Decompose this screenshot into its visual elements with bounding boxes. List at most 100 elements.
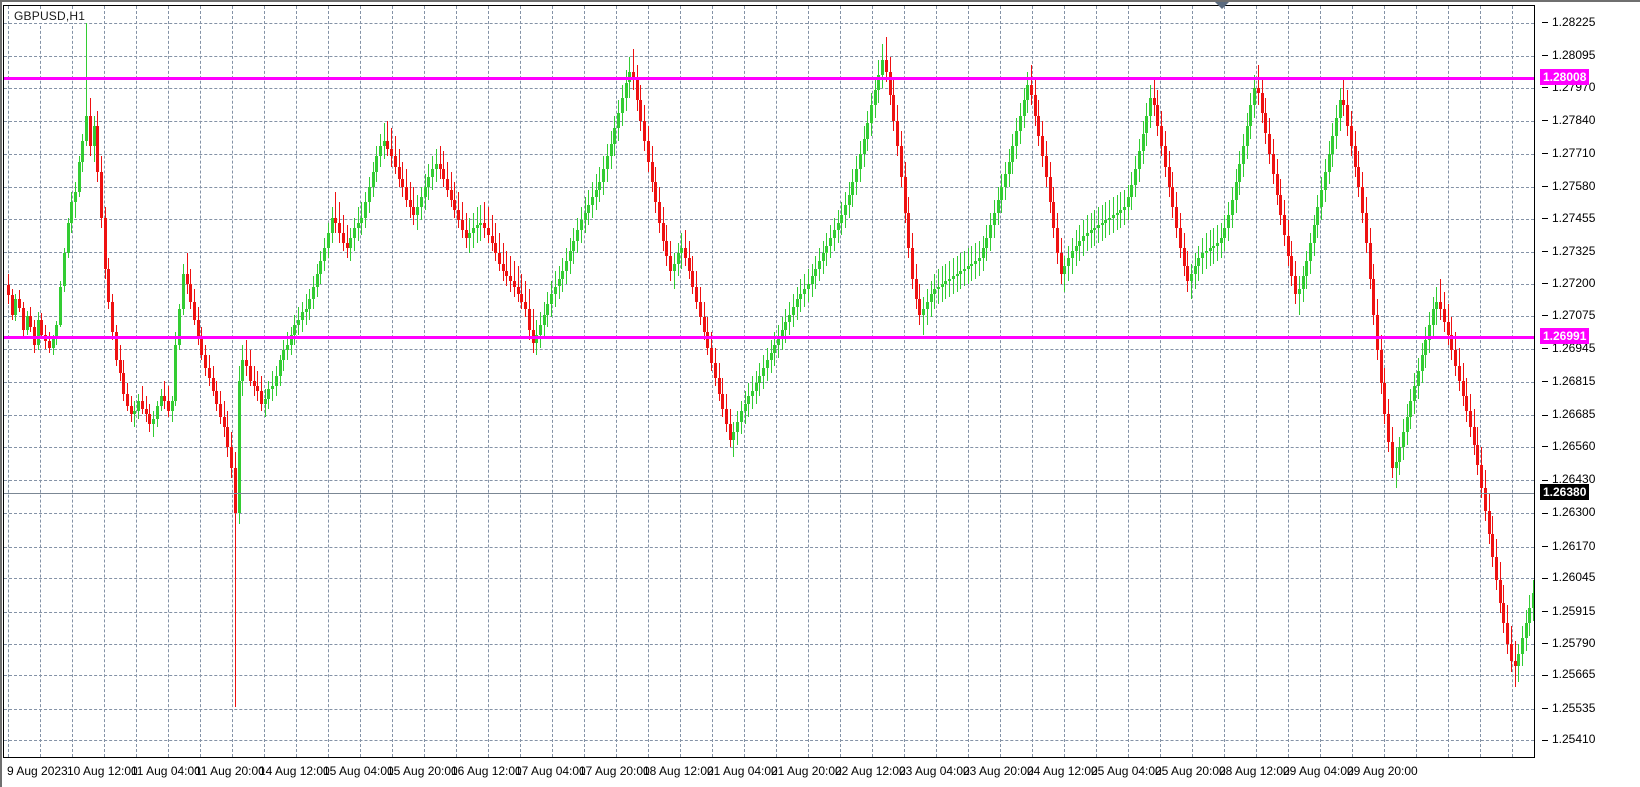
- candle-body: [371, 171, 375, 188]
- candle-body: [25, 315, 29, 330]
- candle-body: [1465, 396, 1469, 412]
- candle-body: [829, 238, 833, 246]
- candle-body: [836, 222, 840, 231]
- candle-wick: [978, 240, 980, 277]
- candle-body: [1223, 227, 1227, 239]
- candle-body: [918, 299, 922, 315]
- candle-wick: [394, 136, 396, 175]
- candle-body: [1335, 118, 1339, 137]
- candle-body: [248, 365, 252, 381]
- chart-plot-area[interactable]: GBPUSD,H1: [3, 5, 1535, 758]
- candle-body: [620, 97, 624, 114]
- candle-wick: [1257, 64, 1259, 106]
- candle-body: [1104, 220, 1108, 223]
- candle-wick: [339, 202, 341, 244]
- time-tick-label: 15 Aug 04:00: [323, 764, 394, 778]
- candle-body: [1152, 97, 1156, 106]
- candle-body: [144, 408, 148, 414]
- price-tick-label: 1.27580: [1552, 179, 1596, 194]
- price-tick: 1.26560: [1542, 439, 1595, 453]
- candle-wick: [134, 401, 136, 427]
- candle-body: [438, 164, 442, 170]
- candle-body: [817, 261, 821, 269]
- scroll-marker-icon[interactable]: [1215, 2, 1229, 9]
- candle-wick: [964, 250, 966, 287]
- candle-body: [312, 286, 316, 300]
- candle-body: [1476, 444, 1480, 465]
- candle-wick: [458, 192, 460, 228]
- candle-wick: [923, 296, 925, 335]
- candle-body: [490, 235, 494, 244]
- candle-body: [103, 217, 107, 269]
- price-tick-label: 1.28095: [1552, 47, 1596, 62]
- candle-body: [1271, 153, 1275, 175]
- candle-body: [1331, 136, 1335, 154]
- candle-body: [1320, 189, 1324, 208]
- price-tick: 1.26430: [1542, 472, 1595, 486]
- candle-body: [739, 411, 743, 422]
- candle-body: [1312, 225, 1316, 244]
- price-tick: 1.26815: [1542, 374, 1595, 388]
- level-price-badge[interactable]: 1.26991: [1540, 328, 1590, 345]
- candle-body: [479, 222, 483, 226]
- candle-body: [230, 447, 234, 468]
- price-tick: 1.27580: [1542, 179, 1595, 193]
- candle-body: [92, 125, 96, 147]
- candle-body: [1323, 171, 1327, 190]
- candle-body: [364, 202, 368, 218]
- candle-body: [631, 72, 635, 80]
- time-tick-label: 22 Aug 12:00: [835, 764, 906, 778]
- candle-body: [1256, 87, 1260, 93]
- candle-body: [609, 143, 613, 157]
- candle-wick: [342, 215, 344, 251]
- candle-body: [788, 314, 792, 323]
- candle-wick: [673, 253, 675, 290]
- candle-body: [215, 391, 219, 404]
- price-tick-label: 1.26430: [1552, 472, 1596, 487]
- candle-body: [1145, 115, 1149, 134]
- candle-body: [334, 217, 338, 223]
- horizontal-level-line[interactable]: [4, 76, 1534, 80]
- candle-body: [1457, 365, 1461, 381]
- candle-body: [1454, 350, 1458, 366]
- candle-body: [419, 197, 423, 208]
- candle-body: [1435, 301, 1439, 310]
- price-axis[interactable]: 1.28225 1.28095 1.27970 1.27840 1.27710 1.275…: [1536, 5, 1636, 758]
- candle-body: [520, 294, 524, 302]
- candle-body: [133, 411, 137, 414]
- candle-body: [970, 263, 974, 267]
- candle-body: [948, 278, 952, 282]
- candle-body: [1204, 250, 1208, 254]
- candle-wick: [941, 266, 943, 302]
- candle-body: [1048, 176, 1052, 203]
- candle-body: [1000, 187, 1004, 200]
- candle-body: [613, 128, 617, 144]
- candle-body: [661, 222, 665, 241]
- level-price-badge[interactable]: 1.28008: [1540, 68, 1590, 85]
- candle-body: [1089, 230, 1093, 233]
- candle-body: [1342, 100, 1346, 106]
- candle-wick: [506, 250, 508, 287]
- candle-body: [1070, 250, 1074, 259]
- candle-wick: [387, 120, 389, 157]
- candle-body: [896, 120, 900, 147]
- candle-body: [1108, 217, 1112, 221]
- candle-body: [1011, 146, 1015, 162]
- candle-body: [1189, 273, 1193, 282]
- price-tick: 1.27710: [1542, 146, 1595, 160]
- candle-body: [226, 426, 230, 448]
- time-tick-label: 18 Aug 12:00: [643, 764, 714, 778]
- candle-body: [751, 391, 754, 397]
- candle-body: [925, 301, 929, 310]
- candle-body: [907, 212, 911, 249]
- candle-body: [1316, 207, 1320, 226]
- candle-body: [561, 271, 565, 279]
- candle-body: [181, 273, 185, 310]
- candle-wick: [153, 411, 155, 437]
- candle-wick: [1395, 447, 1397, 488]
- candle-wick: [960, 253, 962, 290]
- candle-body: [650, 161, 654, 182]
- time-axis[interactable]: 9 Aug 2023 10 Aug 12:00 11 Aug 04:00 11 Aug…: [3, 760, 1535, 785]
- candle-body: [773, 345, 777, 353]
- horizontal-level-line[interactable]: [4, 336, 1534, 340]
